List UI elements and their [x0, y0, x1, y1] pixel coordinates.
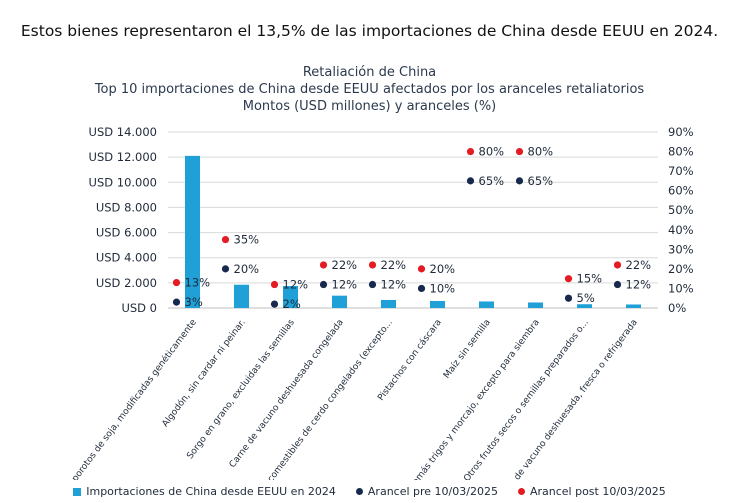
pre-tariff-point: [613, 280, 622, 289]
y-left-tick-label: USD 6.000: [96, 226, 157, 240]
y-left-tick-label: USD 4.000: [96, 251, 157, 265]
y-right-tick-label: 60%: [668, 184, 694, 198]
post-tariff-label: 12%: [283, 278, 309, 292]
x-category-label: Carne de vacuno deshuesada congelada: [228, 318, 346, 470]
legend: Importaciones de China desde EEUU en 202…: [0, 485, 739, 498]
legend-label-imports: Importaciones de China desde EEUU en 202…: [86, 485, 336, 498]
y-right-tick-label: 50%: [668, 203, 694, 217]
post-tariff-point: [270, 280, 279, 289]
x-category-label: Algodón, sin cardar ni peinar.: [160, 317, 248, 429]
post-tariff-label: 22%: [332, 258, 358, 272]
legend-label-post: Arancel post 10/03/2025: [529, 485, 666, 498]
post-tariff-point: [613, 261, 622, 269]
bar: [528, 302, 543, 308]
legend-swatch-imports: [73, 487, 82, 496]
y-left-tick-label: USD 12.000: [89, 150, 157, 164]
chart-subtitle: Top 10 importaciones de China desde EEUU…: [94, 82, 645, 97]
pre-tariff-label: 65%: [528, 174, 554, 188]
pre-tariff-point: [466, 177, 475, 185]
legend-item-post: Arancel post 10/03/2025: [517, 485, 666, 498]
bar: [430, 300, 445, 308]
post-tariff-label: 13%: [185, 276, 211, 290]
bar: [479, 301, 494, 308]
x-category-label: Maíz sin semilla: [442, 318, 493, 381]
post-tariff-point: [172, 278, 181, 287]
y-left-tick-label: USD 0: [121, 301, 157, 315]
chart-titles: Retaliación de China Top 10 importacione…: [0, 64, 739, 115]
pre-tariff-point: [368, 280, 377, 289]
y-right-tick-label: 80%: [668, 145, 694, 159]
pre-tariff-label: 20%: [234, 262, 260, 276]
pre-tariff-label: 5%: [577, 291, 595, 305]
pre-tariff-label: 3%: [185, 295, 203, 309]
bar: [626, 304, 641, 308]
pre-tariff-label: 12%: [381, 278, 407, 292]
post-tariff-point: [466, 147, 475, 156]
x-category-label: Otros porotos de soja, modificadas genét…: [53, 317, 199, 480]
y-right-tick-label: 70%: [668, 164, 694, 178]
legend-item-imports: Importaciones de China desde EEUU en 202…: [73, 485, 336, 498]
y-right-tick-label: 40%: [668, 223, 694, 237]
y-left-tick-label: USD 8.000: [96, 200, 157, 214]
pre-tariff-point: [172, 298, 181, 306]
bar: [185, 155, 200, 308]
x-category-label: Sorgo en grano, excluidas las semillas: [185, 318, 297, 462]
legend-swatch-post: [517, 488, 525, 495]
pre-tariff-label: 10%: [430, 281, 456, 295]
pre-tariff-point: [417, 284, 426, 293]
chart-subtitle-units: Montos (USD millones) y aranceles (%): [242, 99, 497, 114]
post-tariff-point: [417, 265, 426, 273]
post-tariff-label: 80%: [479, 145, 505, 159]
y-left-tick-label: USD 14.000: [89, 125, 157, 139]
pre-tariff-label: 12%: [332, 278, 358, 292]
pre-tariff-label: 2%: [283, 297, 301, 311]
y-right-tick-label: 0%: [668, 301, 686, 315]
y-right-tick-label: 10%: [668, 281, 694, 295]
post-tariff-label: 22%: [381, 258, 407, 272]
post-tariff-label: 35%: [234, 233, 260, 247]
post-tariff-point: [368, 261, 377, 269]
headline: Estos bienes representaron el 13,5% de l…: [20, 22, 719, 40]
post-tariff-label: 20%: [430, 262, 456, 276]
x-category-label: Despojos comestibles de cerdo congelados…: [240, 318, 395, 480]
post-tariff-point: [221, 235, 230, 244]
legend-swatch-pre: [355, 488, 363, 495]
pre-tariff-point: [270, 300, 279, 308]
chart-plot: USD 0 USD 2.000 USD 4.000 USD 6.000 USD 8.00…: [53, 125, 694, 480]
y-right-tick-label: 20%: [668, 262, 694, 276]
y-right-tick-label: 30%: [668, 242, 694, 256]
post-tariff-point: [319, 261, 328, 269]
pre-tariff-label: 65%: [479, 174, 505, 188]
pre-tariff-point: [319, 280, 328, 289]
bar: [332, 295, 347, 308]
y-left-tick-label: USD 2.000: [96, 276, 157, 290]
legend-item-pre: Arancel pre 10/03/2025: [355, 485, 498, 498]
post-tariff-point: [515, 147, 524, 156]
bar: [381, 299, 396, 308]
post-tariff-label: 15%: [577, 272, 603, 286]
pre-tariff-point: [564, 294, 573, 302]
post-tariff-label: 22%: [626, 258, 652, 272]
post-tariff-point: [564, 275, 573, 283]
chart-title: Retaliación de China: [302, 65, 437, 80]
bar: [234, 284, 249, 308]
pre-tariff-point: [515, 177, 524, 185]
pre-tariff-point: [221, 265, 230, 273]
bar: [283, 286, 298, 308]
y-left-tick-label: USD 10.000: [89, 175, 157, 189]
post-tariff-label: 80%: [528, 145, 554, 159]
pre-tariff-label: 12%: [626, 278, 652, 292]
legend-label-pre: Arancel pre 10/03/2025: [367, 485, 498, 498]
bar: [577, 304, 592, 308]
y-right-tick-label: 90%: [668, 125, 694, 139]
